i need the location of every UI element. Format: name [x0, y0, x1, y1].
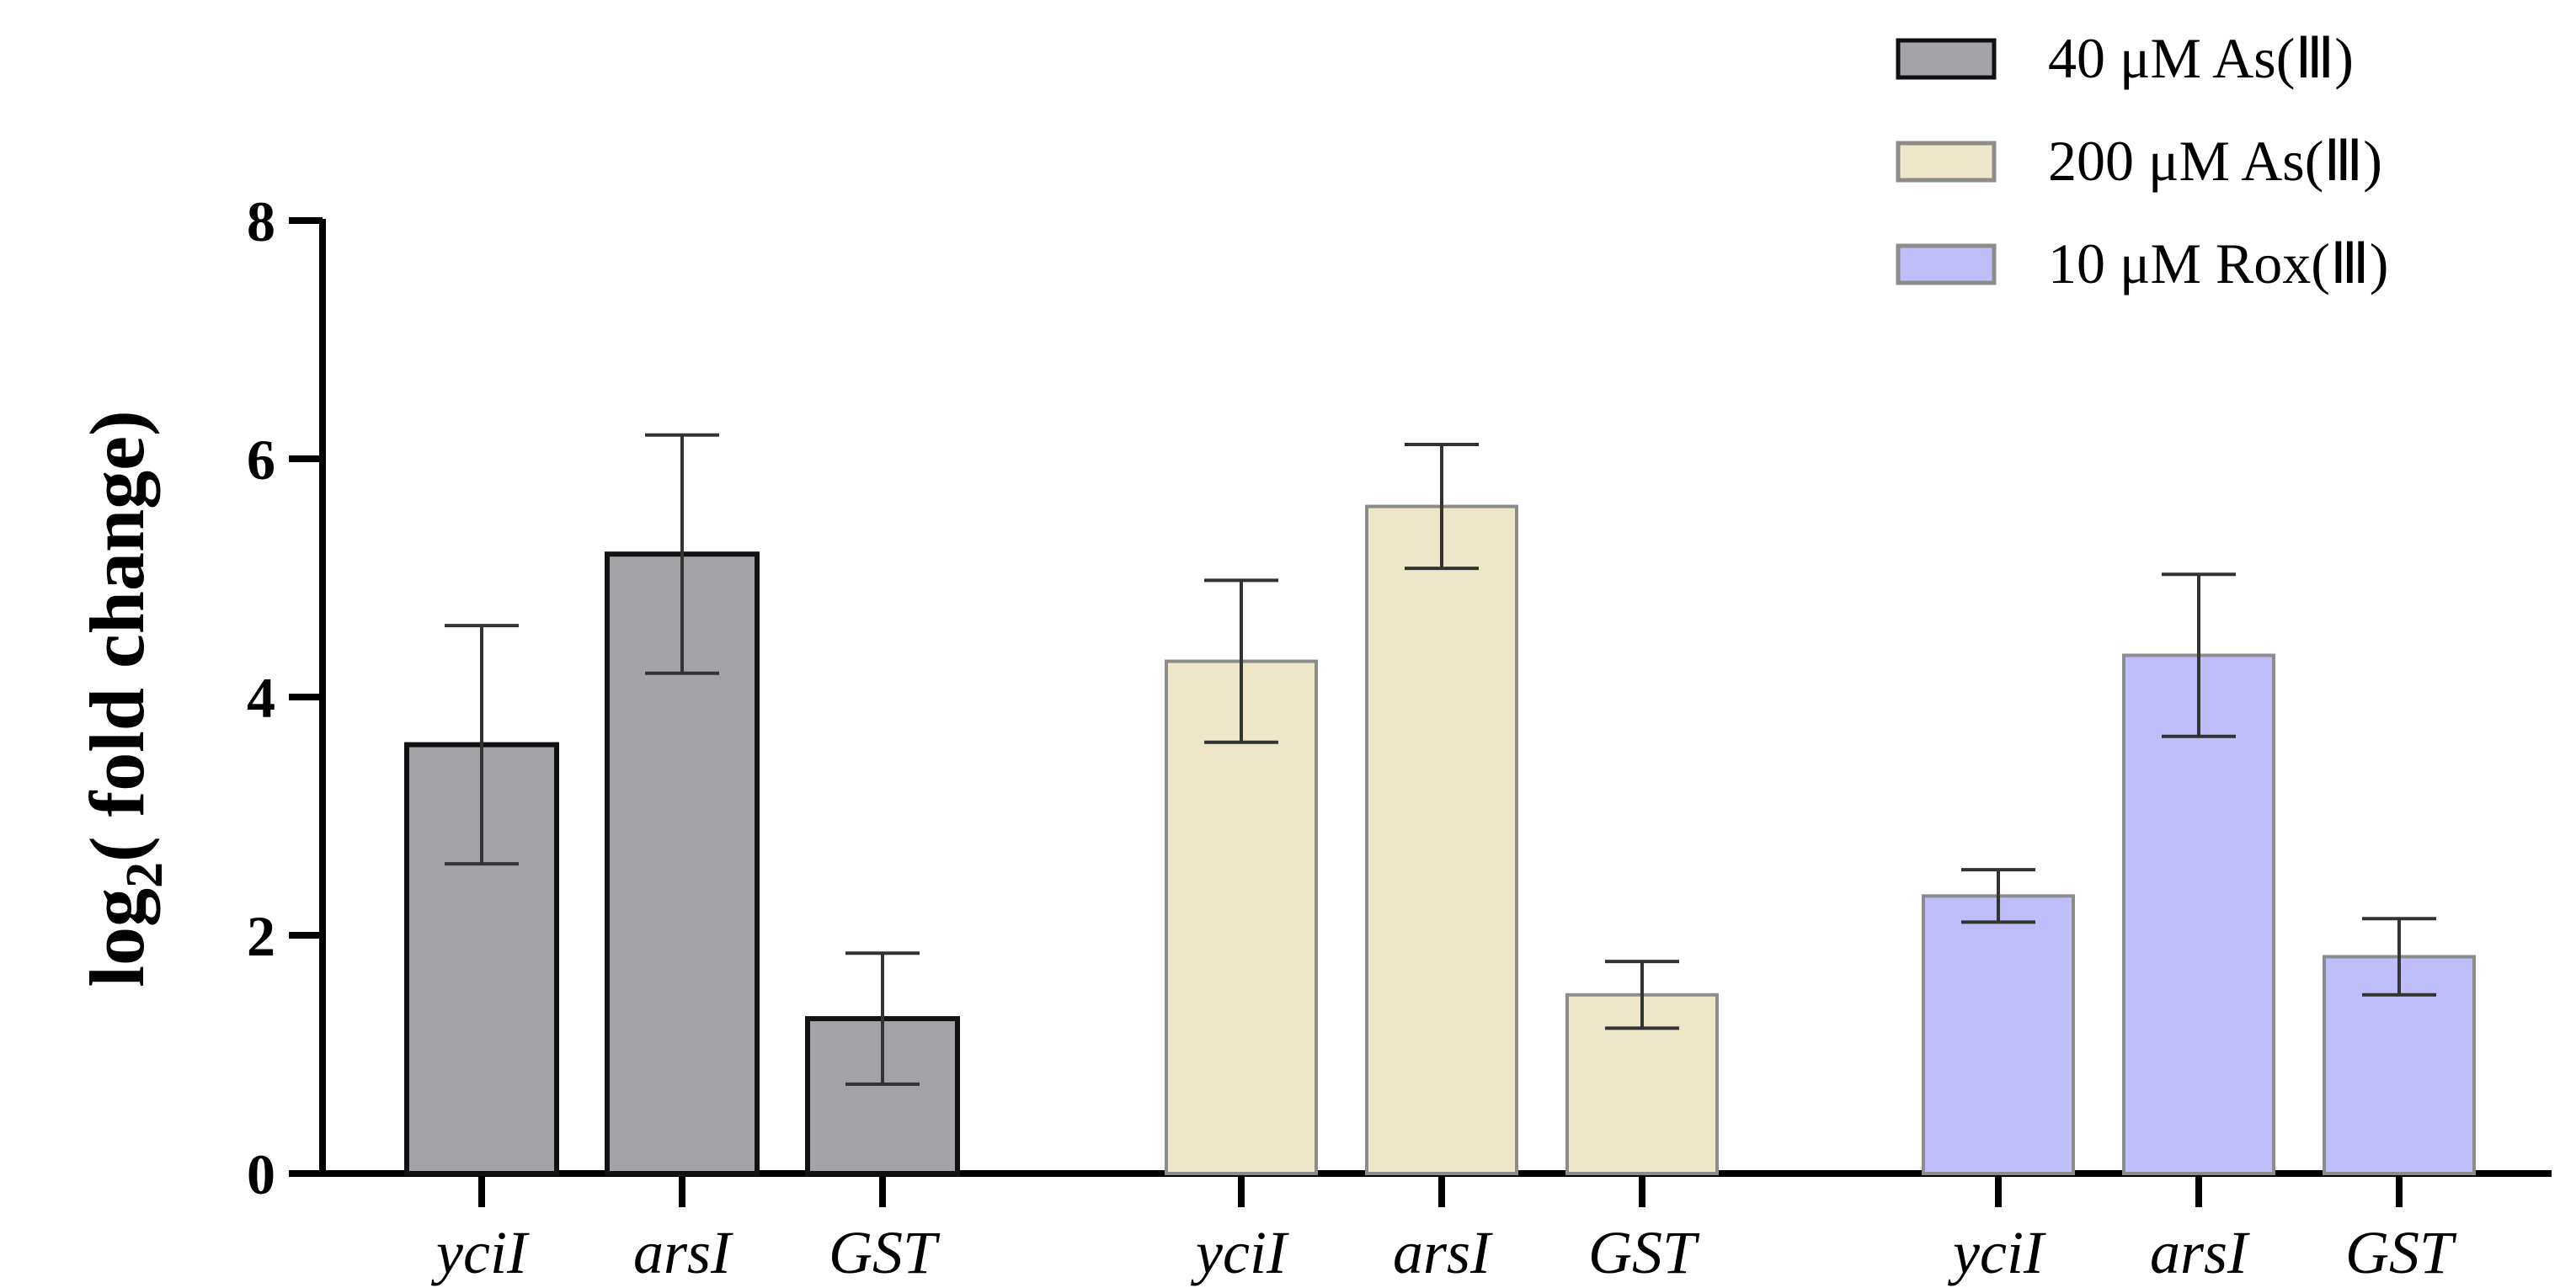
legend-label: 200 μM As(Ⅲ): [2048, 129, 2382, 193]
x-tick-label: arsI: [2150, 1219, 2250, 1286]
x-tick-label: yciI: [1190, 1219, 1289, 1286]
legend: 40 μM As(Ⅲ) 200 μM As(Ⅲ) 10 μM Rox(Ⅲ): [1896, 26, 2388, 295]
legend-swatch: [1896, 38, 1997, 80]
x-tick-label: GST: [2345, 1219, 2457, 1286]
y-axis: 0 2 4 6 8: [247, 189, 326, 1206]
x-axis: yciI arsI GST yciI arsI GST yciI arsI GST: [319, 1170, 2552, 1286]
x-tick-label: yciI: [430, 1219, 530, 1286]
y-axis-label: log2( fold change): [74, 410, 173, 987]
x-tick-label: arsI: [1393, 1219, 1493, 1286]
y-tick-label: 2: [247, 904, 275, 968]
x-tick-label: yciI: [1947, 1219, 2046, 1286]
y-tick-label: 4: [247, 666, 275, 730]
bar: [1365, 504, 1518, 1175]
x-tick-label: GST: [1588, 1219, 1700, 1286]
bar: [805, 1016, 960, 1177]
bar: [1165, 659, 1318, 1175]
legend-swatch: [1896, 243, 1997, 285]
legend-swatch: [1896, 141, 1997, 183]
legend-label: 10 μM Rox(Ⅲ): [2048, 232, 2388, 295]
bar: [404, 742, 559, 1176]
legend-label: 40 μM As(Ⅲ): [2048, 26, 2354, 90]
y-tick-label: 6: [247, 428, 275, 492]
y-tick-label: 0: [247, 1142, 275, 1206]
bar: [1922, 894, 2075, 1176]
bar: [2122, 653, 2275, 1175]
x-tick-label: arsI: [633, 1219, 733, 1286]
x-tick-label: GST: [829, 1219, 941, 1286]
bars: [404, 433, 2476, 1177]
y-tick-label: 8: [247, 189, 275, 253]
